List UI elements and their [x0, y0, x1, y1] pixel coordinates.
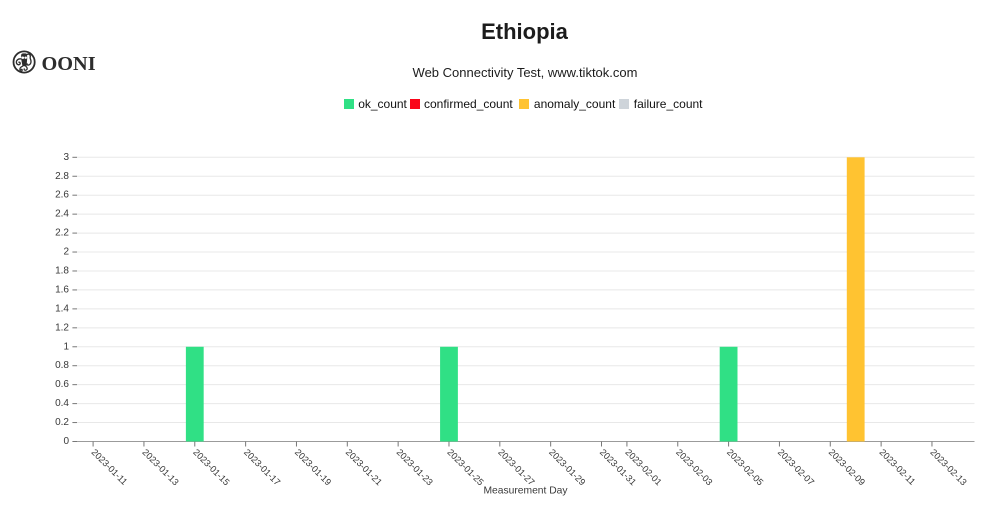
svg-text:2023-02-07: 2023-02-07 — [776, 447, 816, 487]
svg-text:Measurement Day: Measurement Day — [483, 485, 568, 496]
svg-text:2023-01-11: 2023-01-11 — [89, 447, 129, 487]
svg-text:2023-01-25: 2023-01-25 — [445, 447, 485, 487]
svg-text:2023-02-11: 2023-02-11 — [878, 447, 918, 487]
svg-text:2.2: 2.2 — [55, 228, 69, 239]
svg-text:2023-01-13: 2023-01-13 — [140, 447, 180, 487]
svg-text:2023-02-03: 2023-02-03 — [674, 447, 714, 487]
svg-text:2023-02-09: 2023-02-09 — [827, 447, 867, 487]
svg-text:2023-01-29: 2023-01-29 — [547, 447, 587, 487]
svg-text:0.6: 0.6 — [55, 379, 69, 390]
svg-text:0.8: 0.8 — [55, 360, 69, 371]
svg-text:2023-01-23: 2023-01-23 — [395, 447, 435, 487]
svg-text:2023-02-05: 2023-02-05 — [725, 447, 765, 487]
svg-text:2023-01-27: 2023-01-27 — [496, 447, 536, 487]
svg-text:0.4: 0.4 — [55, 398, 69, 409]
svg-text:2: 2 — [63, 247, 69, 258]
svg-text:2.6: 2.6 — [55, 190, 69, 201]
svg-text:2023-01-19: 2023-01-19 — [293, 447, 333, 487]
svg-text:1.6: 1.6 — [55, 284, 69, 295]
svg-text:2.4: 2.4 — [55, 209, 69, 220]
svg-text:OONI: OONI — [42, 53, 96, 75]
svg-text:2.8: 2.8 — [55, 171, 69, 182]
svg-text:2023-02-13: 2023-02-13 — [928, 447, 968, 487]
svg-text:1.8: 1.8 — [55, 265, 69, 276]
svg-text:1: 1 — [63, 341, 69, 352]
svg-text:1.4: 1.4 — [55, 303, 69, 314]
svg-text:2023-01-17: 2023-01-17 — [242, 447, 282, 487]
svg-text:1.2: 1.2 — [55, 322, 69, 333]
svg-text:2023-01-21: 2023-01-21 — [344, 447, 384, 487]
svg-text:0.2: 0.2 — [55, 417, 69, 428]
svg-text:3: 3 — [63, 152, 69, 163]
svg-text:2023-01-15: 2023-01-15 — [191, 447, 231, 487]
svg-text:0: 0 — [63, 436, 69, 447]
